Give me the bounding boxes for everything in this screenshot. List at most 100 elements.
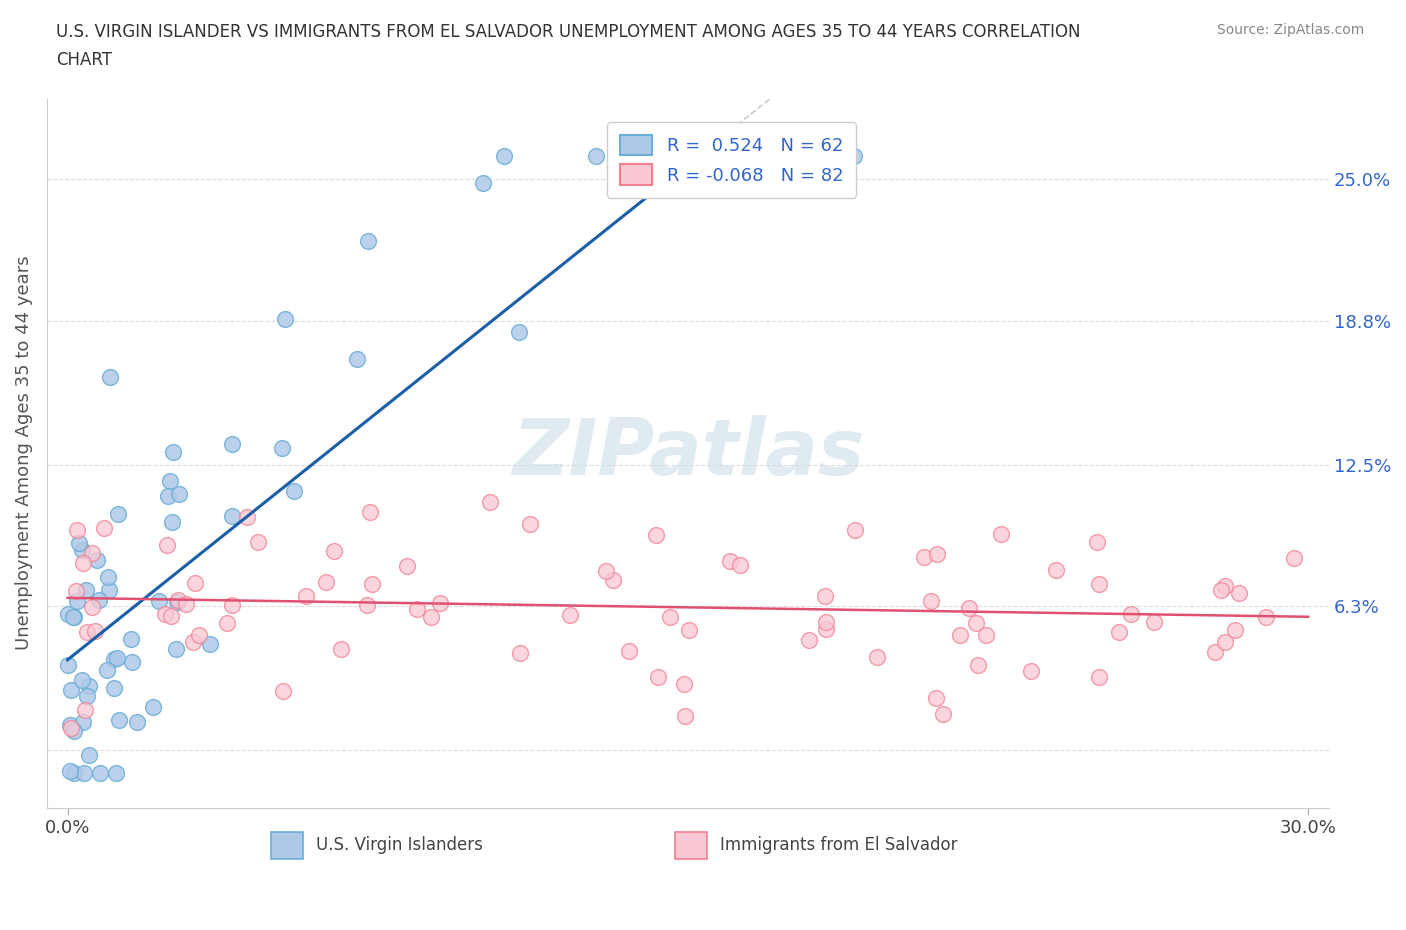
Point xyxy=(1021,664,1043,679)
Point xyxy=(107,507,129,522)
Point xyxy=(323,543,346,558)
Point xyxy=(75,582,97,597)
Point xyxy=(957,601,980,616)
Point xyxy=(359,504,381,519)
Point xyxy=(479,495,502,510)
Point xyxy=(1215,634,1237,649)
Point xyxy=(785,149,807,164)
Point xyxy=(159,609,181,624)
Point xyxy=(142,699,165,714)
Point xyxy=(419,610,441,625)
Text: Immigrants from El Salvador: Immigrants from El Salvador xyxy=(720,836,957,855)
Point xyxy=(181,634,204,649)
Point xyxy=(83,624,105,639)
Text: CHART: CHART xyxy=(56,51,112,69)
Point xyxy=(67,536,90,551)
Point xyxy=(56,658,79,672)
Point xyxy=(86,552,108,567)
Point xyxy=(80,600,103,615)
Text: Source: ZipAtlas.com: Source: ZipAtlas.com xyxy=(1216,23,1364,37)
Text: U.S. VIRGIN ISLANDER VS IMMIGRANTS FROM EL SALVADOR UNEMPLOYMENT AMONG AGES 35 T: U.S. VIRGIN ISLANDER VS IMMIGRANTS FROM … xyxy=(56,23,1081,41)
Point xyxy=(66,594,89,609)
Point xyxy=(79,678,101,693)
Text: U.S. Virgin Islanders: U.S. Virgin Islanders xyxy=(316,836,484,855)
FancyBboxPatch shape xyxy=(271,831,304,858)
Point xyxy=(221,509,243,524)
Point xyxy=(1211,583,1233,598)
Point xyxy=(294,589,316,604)
Point xyxy=(73,702,96,717)
Point xyxy=(72,715,94,730)
Point xyxy=(912,550,935,565)
Point xyxy=(814,589,837,604)
Point xyxy=(108,712,131,727)
Point xyxy=(72,672,94,687)
Point xyxy=(429,595,451,610)
Point xyxy=(1223,623,1246,638)
Point xyxy=(159,473,181,488)
Point xyxy=(1282,551,1305,565)
Point xyxy=(174,596,197,611)
Point xyxy=(184,576,207,591)
Point xyxy=(1045,563,1067,578)
Point xyxy=(56,607,79,622)
Legend: R =  0.524   N = 62, R = -0.068   N = 82: R = 0.524 N = 62, R = -0.068 N = 82 xyxy=(607,122,856,198)
Point xyxy=(673,709,696,724)
Point xyxy=(97,570,120,585)
Point xyxy=(169,486,191,501)
Point xyxy=(406,601,429,616)
Point xyxy=(235,510,257,525)
Point xyxy=(672,676,695,691)
Point xyxy=(62,609,84,624)
Point xyxy=(776,149,799,164)
Point xyxy=(198,637,221,652)
Point xyxy=(107,650,129,665)
Point xyxy=(63,610,86,625)
Point xyxy=(1087,577,1109,591)
Point xyxy=(932,707,955,722)
Point xyxy=(346,352,368,366)
Point xyxy=(73,766,96,781)
Point xyxy=(155,538,177,552)
Point xyxy=(98,582,121,597)
Point xyxy=(644,527,666,542)
Point xyxy=(96,663,118,678)
Point xyxy=(72,555,94,570)
Point xyxy=(148,593,170,608)
Point xyxy=(1108,625,1130,640)
Point xyxy=(494,149,516,164)
Point xyxy=(59,683,82,698)
Point xyxy=(965,616,987,631)
Point xyxy=(1227,586,1250,601)
Point xyxy=(797,633,820,648)
Y-axis label: Unemployment Among Ages 35 to 44 years: Unemployment Among Ages 35 to 44 years xyxy=(15,256,32,650)
Point xyxy=(990,526,1012,541)
Point xyxy=(1204,644,1226,659)
Point xyxy=(949,628,972,643)
Point xyxy=(519,516,541,531)
Point xyxy=(120,632,142,647)
Point xyxy=(121,655,143,670)
Point xyxy=(76,625,98,640)
Point xyxy=(844,523,866,538)
Point xyxy=(87,592,110,607)
Point xyxy=(105,766,128,781)
Point xyxy=(283,484,305,498)
Point xyxy=(730,558,752,573)
Point xyxy=(315,574,337,589)
Point xyxy=(156,489,179,504)
Point xyxy=(718,553,741,568)
Point xyxy=(396,558,419,573)
Point xyxy=(221,598,243,613)
Point xyxy=(160,514,183,529)
Point xyxy=(66,522,89,537)
Point xyxy=(595,564,617,578)
Point xyxy=(76,688,98,703)
Point xyxy=(678,623,700,638)
Point xyxy=(508,325,530,339)
Point xyxy=(356,597,378,612)
Point xyxy=(166,594,188,609)
Point xyxy=(967,658,990,672)
Point xyxy=(844,149,866,164)
Point xyxy=(72,543,94,558)
